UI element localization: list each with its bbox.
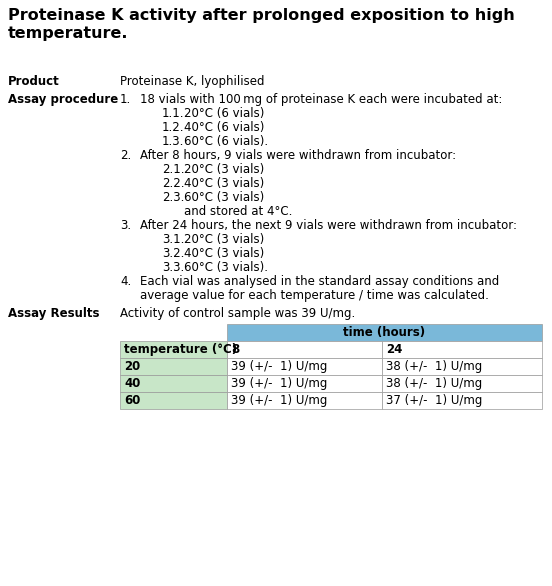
- Text: temperature.: temperature.: [8, 26, 129, 41]
- Bar: [227, 358, 382, 375]
- Text: 2.3.: 2.3.: [162, 191, 184, 204]
- Text: After 8 hours, 9 vials were withdrawn from incubator:: After 8 hours, 9 vials were withdrawn fr…: [140, 149, 456, 162]
- Bar: [120, 392, 227, 409]
- Bar: [227, 341, 382, 358]
- Text: 3.3.: 3.3.: [162, 261, 184, 274]
- Text: 18 vials with 100 mg of proteinase K each were incubated at:: 18 vials with 100 mg of proteinase K eac…: [140, 93, 502, 106]
- Text: 40°C (6 vials): 40°C (6 vials): [184, 121, 264, 134]
- Text: 38 (+/-  1) U/mg: 38 (+/- 1) U/mg: [386, 360, 482, 373]
- Text: Assay Results: Assay Results: [8, 307, 99, 320]
- Text: 2.1.: 2.1.: [162, 163, 184, 176]
- Text: 8: 8: [231, 343, 239, 356]
- Text: 20°C (3 vials): 20°C (3 vials): [184, 163, 264, 176]
- Text: 1.: 1.: [120, 93, 131, 106]
- Text: 24: 24: [386, 343, 402, 356]
- Text: 2.: 2.: [120, 149, 131, 162]
- Text: 40°C (3 vials): 40°C (3 vials): [184, 247, 264, 260]
- Text: 60°C (3 vials): 60°C (3 vials): [184, 191, 264, 204]
- Text: Each vial was analysed in the standard assay conditions and: Each vial was analysed in the standard a…: [140, 275, 499, 288]
- Text: After 24 hours, the next 9 vials were withdrawn from incubator:: After 24 hours, the next 9 vials were wi…: [140, 219, 517, 232]
- Text: Activity of control sample was 39 U/mg.: Activity of control sample was 39 U/mg.: [120, 307, 355, 320]
- Text: 20°C (3 vials): 20°C (3 vials): [184, 233, 264, 246]
- Text: Product: Product: [8, 75, 60, 88]
- Text: 40°C (3 vials): 40°C (3 vials): [184, 177, 264, 190]
- Text: 39 (+/-  1) U/mg: 39 (+/- 1) U/mg: [231, 394, 327, 407]
- Text: 60°C (3 vials).: 60°C (3 vials).: [184, 261, 268, 274]
- Text: temperature (°C): temperature (°C): [124, 343, 237, 356]
- Bar: [382, 375, 542, 392]
- Text: 1.1.: 1.1.: [162, 107, 184, 120]
- Text: 2.2.: 2.2.: [162, 177, 184, 190]
- Text: 3.1.: 3.1.: [162, 233, 184, 246]
- Text: average value for each temperature / time was calculated.: average value for each temperature / tim…: [140, 289, 489, 302]
- Text: 39 (+/-  1) U/mg: 39 (+/- 1) U/mg: [231, 377, 327, 390]
- Text: time (hours): time (hours): [343, 326, 426, 339]
- Text: 60: 60: [124, 394, 140, 407]
- Text: 3.2.: 3.2.: [162, 247, 184, 260]
- Bar: [227, 392, 382, 409]
- Text: Assay procedure: Assay procedure: [8, 93, 118, 106]
- Text: 60°C (6 vials).: 60°C (6 vials).: [184, 135, 268, 148]
- Bar: [227, 375, 382, 392]
- Bar: [382, 358, 542, 375]
- Text: 4.: 4.: [120, 275, 131, 288]
- Text: 1.2.: 1.2.: [162, 121, 184, 134]
- Text: 40: 40: [124, 377, 140, 390]
- Text: 38 (+/-  1) U/mg: 38 (+/- 1) U/mg: [386, 377, 482, 390]
- Text: 37 (+/-  1) U/mg: 37 (+/- 1) U/mg: [386, 394, 482, 407]
- Text: 39 (+/-  1) U/mg: 39 (+/- 1) U/mg: [231, 360, 327, 373]
- Text: and stored at 4°C.: and stored at 4°C.: [184, 205, 293, 218]
- Text: Proteinase K activity after prolonged exposition to high: Proteinase K activity after prolonged ex…: [8, 8, 515, 23]
- Text: Proteinase K, lyophilised: Proteinase K, lyophilised: [120, 75, 264, 88]
- Bar: [120, 375, 227, 392]
- Text: 20°C (6 vials): 20°C (6 vials): [184, 107, 264, 120]
- Text: 1.3.: 1.3.: [162, 135, 184, 148]
- Bar: [120, 358, 227, 375]
- Text: 3.: 3.: [120, 219, 131, 232]
- Bar: [120, 341, 227, 358]
- Bar: [382, 341, 542, 358]
- Text: 20: 20: [124, 360, 140, 373]
- Bar: [227, 324, 542, 341]
- Bar: [382, 392, 542, 409]
